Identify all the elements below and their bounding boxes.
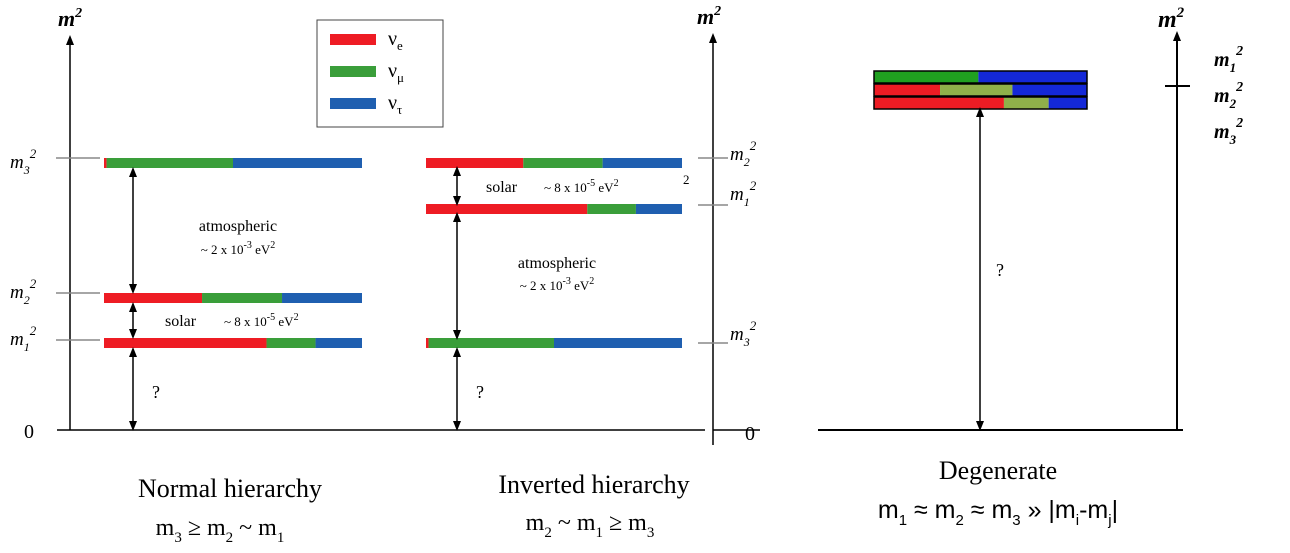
inverted-m1-bar [426, 204, 682, 214]
normal-m2-bar-nu-e-segment [104, 293, 203, 303]
degenerate-m3-label: m32 [1214, 116, 1243, 147]
legend-label-nu-tau: ντ [388, 92, 402, 117]
normal-m2-bar-nu-tau-segment [282, 293, 362, 303]
inverted-m3-label: m32 [730, 318, 757, 349]
degenerate-bar-3-nu-mu-segment [1003, 97, 1049, 109]
normal-m2-bar-nu-mu-segment [202, 293, 283, 303]
normal-solar-value: ~ 8 x 10-5 eV2 [224, 312, 299, 329]
inverted-atmospheric-value: ~ 2 x 10-3 eV2 [520, 276, 595, 293]
degenerate-bar-1 [873, 70, 1088, 84]
normal-m2-label: m22 [10, 276, 37, 307]
normal-question-mark: ? [152, 382, 160, 402]
degenerate-bar-1-outline [873, 70, 1088, 84]
inverted-zero-label: 0 [745, 423, 755, 445]
degenerate-bar-3-nu-tau-segment [1048, 97, 1087, 109]
degenerate-bar-2-nu-mu-segment [940, 84, 1013, 96]
degenerate-bar-2-nu-tau-segment [1012, 84, 1087, 96]
normal-m2-bar [104, 293, 362, 303]
inverted-caption-formula: m2 ~ m1 ≥ m3 [526, 510, 655, 541]
degenerate-bar-3-nu-e-segment [874, 97, 1004, 109]
inverted-m2-bar-nu-mu-segment [523, 158, 603, 168]
normal-m3-bar-nu-e-segment [104, 158, 107, 168]
legend-label-nu-mu: νμ [388, 60, 404, 85]
inverted-caption-title: Inverted hierarchy [498, 470, 689, 499]
legend-swatch-nu-tau [330, 98, 376, 109]
inverted-m3-bar [426, 338, 682, 348]
flavor-legend: νe νμ ντ [316, 19, 444, 128]
inverted-m3-bar-nu-e-segment [426, 338, 429, 348]
inverted-solar-stray-digit: 2 [683, 172, 690, 187]
degenerate-caption-title: Degenerate [939, 456, 1057, 485]
normal-hierarchy-panel: m2 0 m32 m22 m12 atmospheric ~ 2 x 10-3 … [10, 6, 705, 443]
normal-atmospheric-value: ~ 2 x 10-3 eV2 [201, 240, 276, 257]
inverted-solar-label: solar [486, 179, 518, 196]
inverted-m1-bar-nu-tau-segment [635, 204, 682, 214]
normal-m1-bar-nu-mu-segment [266, 338, 316, 348]
legend-swatch-nu-e [330, 34, 376, 45]
normal-axis-label: m2 [58, 6, 82, 31]
degenerate-question-mark: ? [996, 260, 1004, 280]
inverted-m1-label: m12 [730, 178, 757, 209]
legend-label-nu-e: νe [388, 28, 403, 53]
normal-m3-label: m32 [10, 146, 37, 177]
degenerate-bar-1-nu-tau-segment [978, 71, 1087, 83]
degenerate-panel: m2 m12 m22 m32 ? [818, 5, 1243, 431]
inverted-question-mark: ? [476, 382, 484, 402]
inverted-hierarchy-panel: m2 0 m22 m12 m32 solar ~ 8 x 10-5 eV2 2 [426, 4, 760, 445]
captions: Normal hierarchy m3 ≥ m2 ~ m1 Inverted h… [138, 456, 1118, 546]
inverted-m1-bar-nu-e-segment [426, 204, 588, 214]
degenerate-bar-3 [873, 96, 1088, 110]
normal-m1-bar [104, 338, 362, 348]
inverted-m3-bar-nu-tau-segment [554, 338, 682, 348]
degenerate-axis-label: m2 [1158, 5, 1185, 33]
normal-m3-bar-nu-mu-segment [106, 158, 233, 168]
normal-m3-bar [104, 158, 362, 168]
inverted-m2-bar-nu-e-segment [426, 158, 524, 168]
normal-caption-formula: m3 ≥ m2 ~ m1 [156, 515, 285, 546]
inverted-m2-bar-nu-tau-segment [602, 158, 682, 168]
normal-m1-bar-nu-tau-segment [315, 338, 362, 348]
normal-atmospheric-label: atmospheric [199, 218, 277, 235]
inverted-m2-bar [426, 158, 682, 168]
normal-m1-label: m12 [10, 323, 37, 354]
inverted-m1-bar-nu-mu-segment [587, 204, 636, 214]
degenerate-caption-formula: m1 ≈ m2 ≈ m3 » |mi-mj| [878, 496, 1118, 529]
normal-solar-label: solar [165, 313, 197, 330]
degenerate-bar-1-nu-mu-segment [874, 71, 979, 83]
inverted-atmospheric-label: atmospheric [518, 255, 596, 272]
degenerate-m1-label: m12 [1214, 44, 1243, 75]
normal-m3-bar-nu-tau-segment [233, 158, 362, 168]
legend-swatch-nu-mu [330, 66, 376, 77]
inverted-m2-label: m22 [730, 138, 757, 169]
normal-caption-title: Normal hierarchy [138, 474, 322, 503]
degenerate-bar-2 [873, 83, 1088, 97]
degenerate-bar-2-nu-e-segment [874, 84, 941, 96]
inverted-m3-bar-nu-mu-segment [428, 338, 554, 348]
inverted-solar-value: ~ 8 x 10-5 eV2 [544, 178, 619, 195]
normal-m1-bar-nu-e-segment [104, 338, 267, 348]
degenerate-m2-label: m22 [1214, 80, 1243, 111]
inverted-axis-label: m2 [697, 4, 721, 29]
normal-zero-label: 0 [24, 421, 34, 443]
degenerate-bar-2-outline [873, 83, 1088, 97]
